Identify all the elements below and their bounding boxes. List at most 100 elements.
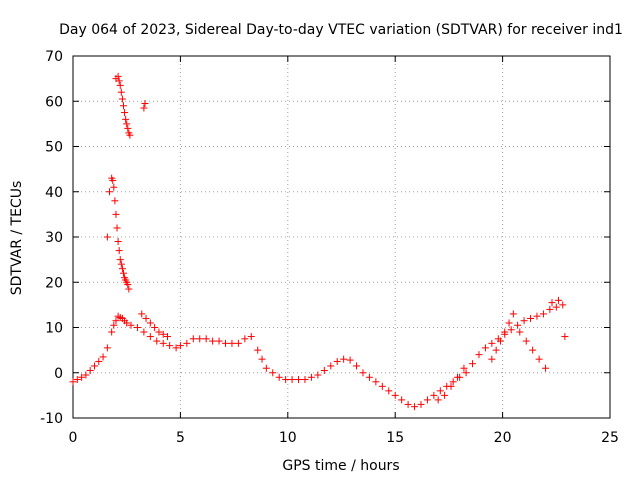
data-point (475, 351, 483, 359)
data-point (73, 376, 81, 384)
data-point (548, 299, 556, 307)
data-point (333, 357, 341, 365)
data-point (561, 333, 569, 341)
data-point (234, 339, 242, 347)
data-point (481, 344, 489, 352)
data-point (112, 317, 120, 325)
data-point (535, 355, 543, 363)
x-tick-label: 15 (386, 430, 404, 446)
data-point (140, 104, 148, 112)
data-point (417, 400, 425, 408)
chart-title: Day 064 of 2023, Sidereal Day-to-day VTE… (59, 22, 623, 38)
data-point (462, 369, 470, 377)
data-point (288, 376, 296, 384)
data-point (447, 382, 455, 390)
data-point (112, 210, 120, 218)
data-point (140, 328, 148, 336)
data-point (372, 378, 380, 386)
data-point (262, 364, 270, 372)
data-point (78, 373, 86, 381)
data-point (301, 376, 309, 384)
data-point (522, 337, 530, 345)
data-point (90, 362, 98, 370)
data-point (176, 342, 184, 350)
data-point (103, 233, 111, 241)
data-point (146, 333, 154, 341)
data-point (346, 356, 354, 364)
data-point (117, 88, 125, 96)
data-point (228, 339, 236, 347)
data-point (183, 339, 191, 347)
data-point (514, 321, 522, 329)
data-point (159, 330, 167, 338)
data-point (123, 319, 131, 327)
data-point (189, 335, 197, 343)
data-point (138, 310, 146, 318)
data-point (542, 364, 550, 372)
data-point (295, 376, 303, 384)
data-point (127, 321, 135, 329)
data-point (359, 369, 367, 377)
data-point (126, 131, 134, 139)
data-point (123, 120, 131, 128)
grid (73, 56, 610, 418)
data-point (69, 378, 77, 386)
y-tick-label: 50 (45, 140, 63, 156)
data-point (114, 238, 122, 246)
data-point (516, 328, 524, 336)
data-point (441, 391, 449, 399)
data-point (275, 373, 283, 381)
data-point (172, 344, 180, 352)
data-point (146, 319, 154, 327)
data-marks (69, 72, 569, 411)
data-point (505, 319, 513, 327)
data-point (492, 346, 500, 354)
data-point (159, 339, 167, 347)
y-tick-label: 70 (45, 49, 63, 65)
data-point (116, 81, 124, 89)
data-point (385, 387, 393, 395)
data-point (320, 366, 328, 374)
data-point (453, 373, 461, 381)
data-point (153, 337, 161, 345)
data-point (327, 362, 335, 370)
data-point (559, 301, 567, 309)
data-point (155, 328, 163, 336)
x-axis-label: GPS time / hours (282, 458, 399, 474)
data-point (86, 366, 94, 374)
x-tick-label: 10 (279, 430, 297, 446)
data-point (215, 337, 223, 345)
data-point (488, 339, 496, 347)
axis-ticks: 0 5 10 15 20 25 -10 0 10 20 30 40 50 60 70 (40, 49, 619, 446)
data-point (166, 342, 174, 350)
data-point (122, 115, 130, 123)
data-point (141, 100, 149, 108)
data-point (124, 124, 132, 132)
data-point (554, 296, 562, 304)
data-point (533, 312, 541, 320)
data-point (119, 269, 127, 277)
data-point (449, 378, 457, 386)
data-point (552, 303, 560, 311)
data-point (460, 364, 468, 372)
data-point (109, 176, 117, 184)
data-point (247, 333, 255, 341)
data-point (133, 324, 141, 331)
data-point (539, 310, 547, 318)
data-point (103, 344, 111, 352)
data-point (116, 256, 124, 264)
y-tick-label: 30 (45, 230, 63, 246)
y-axis-label: SDTVAR / TECUs (9, 181, 25, 296)
data-point (434, 396, 442, 404)
data-point (118, 265, 126, 273)
y-tick-label: 20 (45, 275, 63, 291)
data-point (108, 328, 116, 336)
data-point (469, 360, 477, 368)
data-point (365, 373, 373, 381)
data-point (488, 355, 496, 363)
data-point (241, 335, 249, 343)
data-point (222, 339, 230, 347)
x-tick-label: 0 (69, 430, 78, 446)
data-point (106, 188, 114, 196)
